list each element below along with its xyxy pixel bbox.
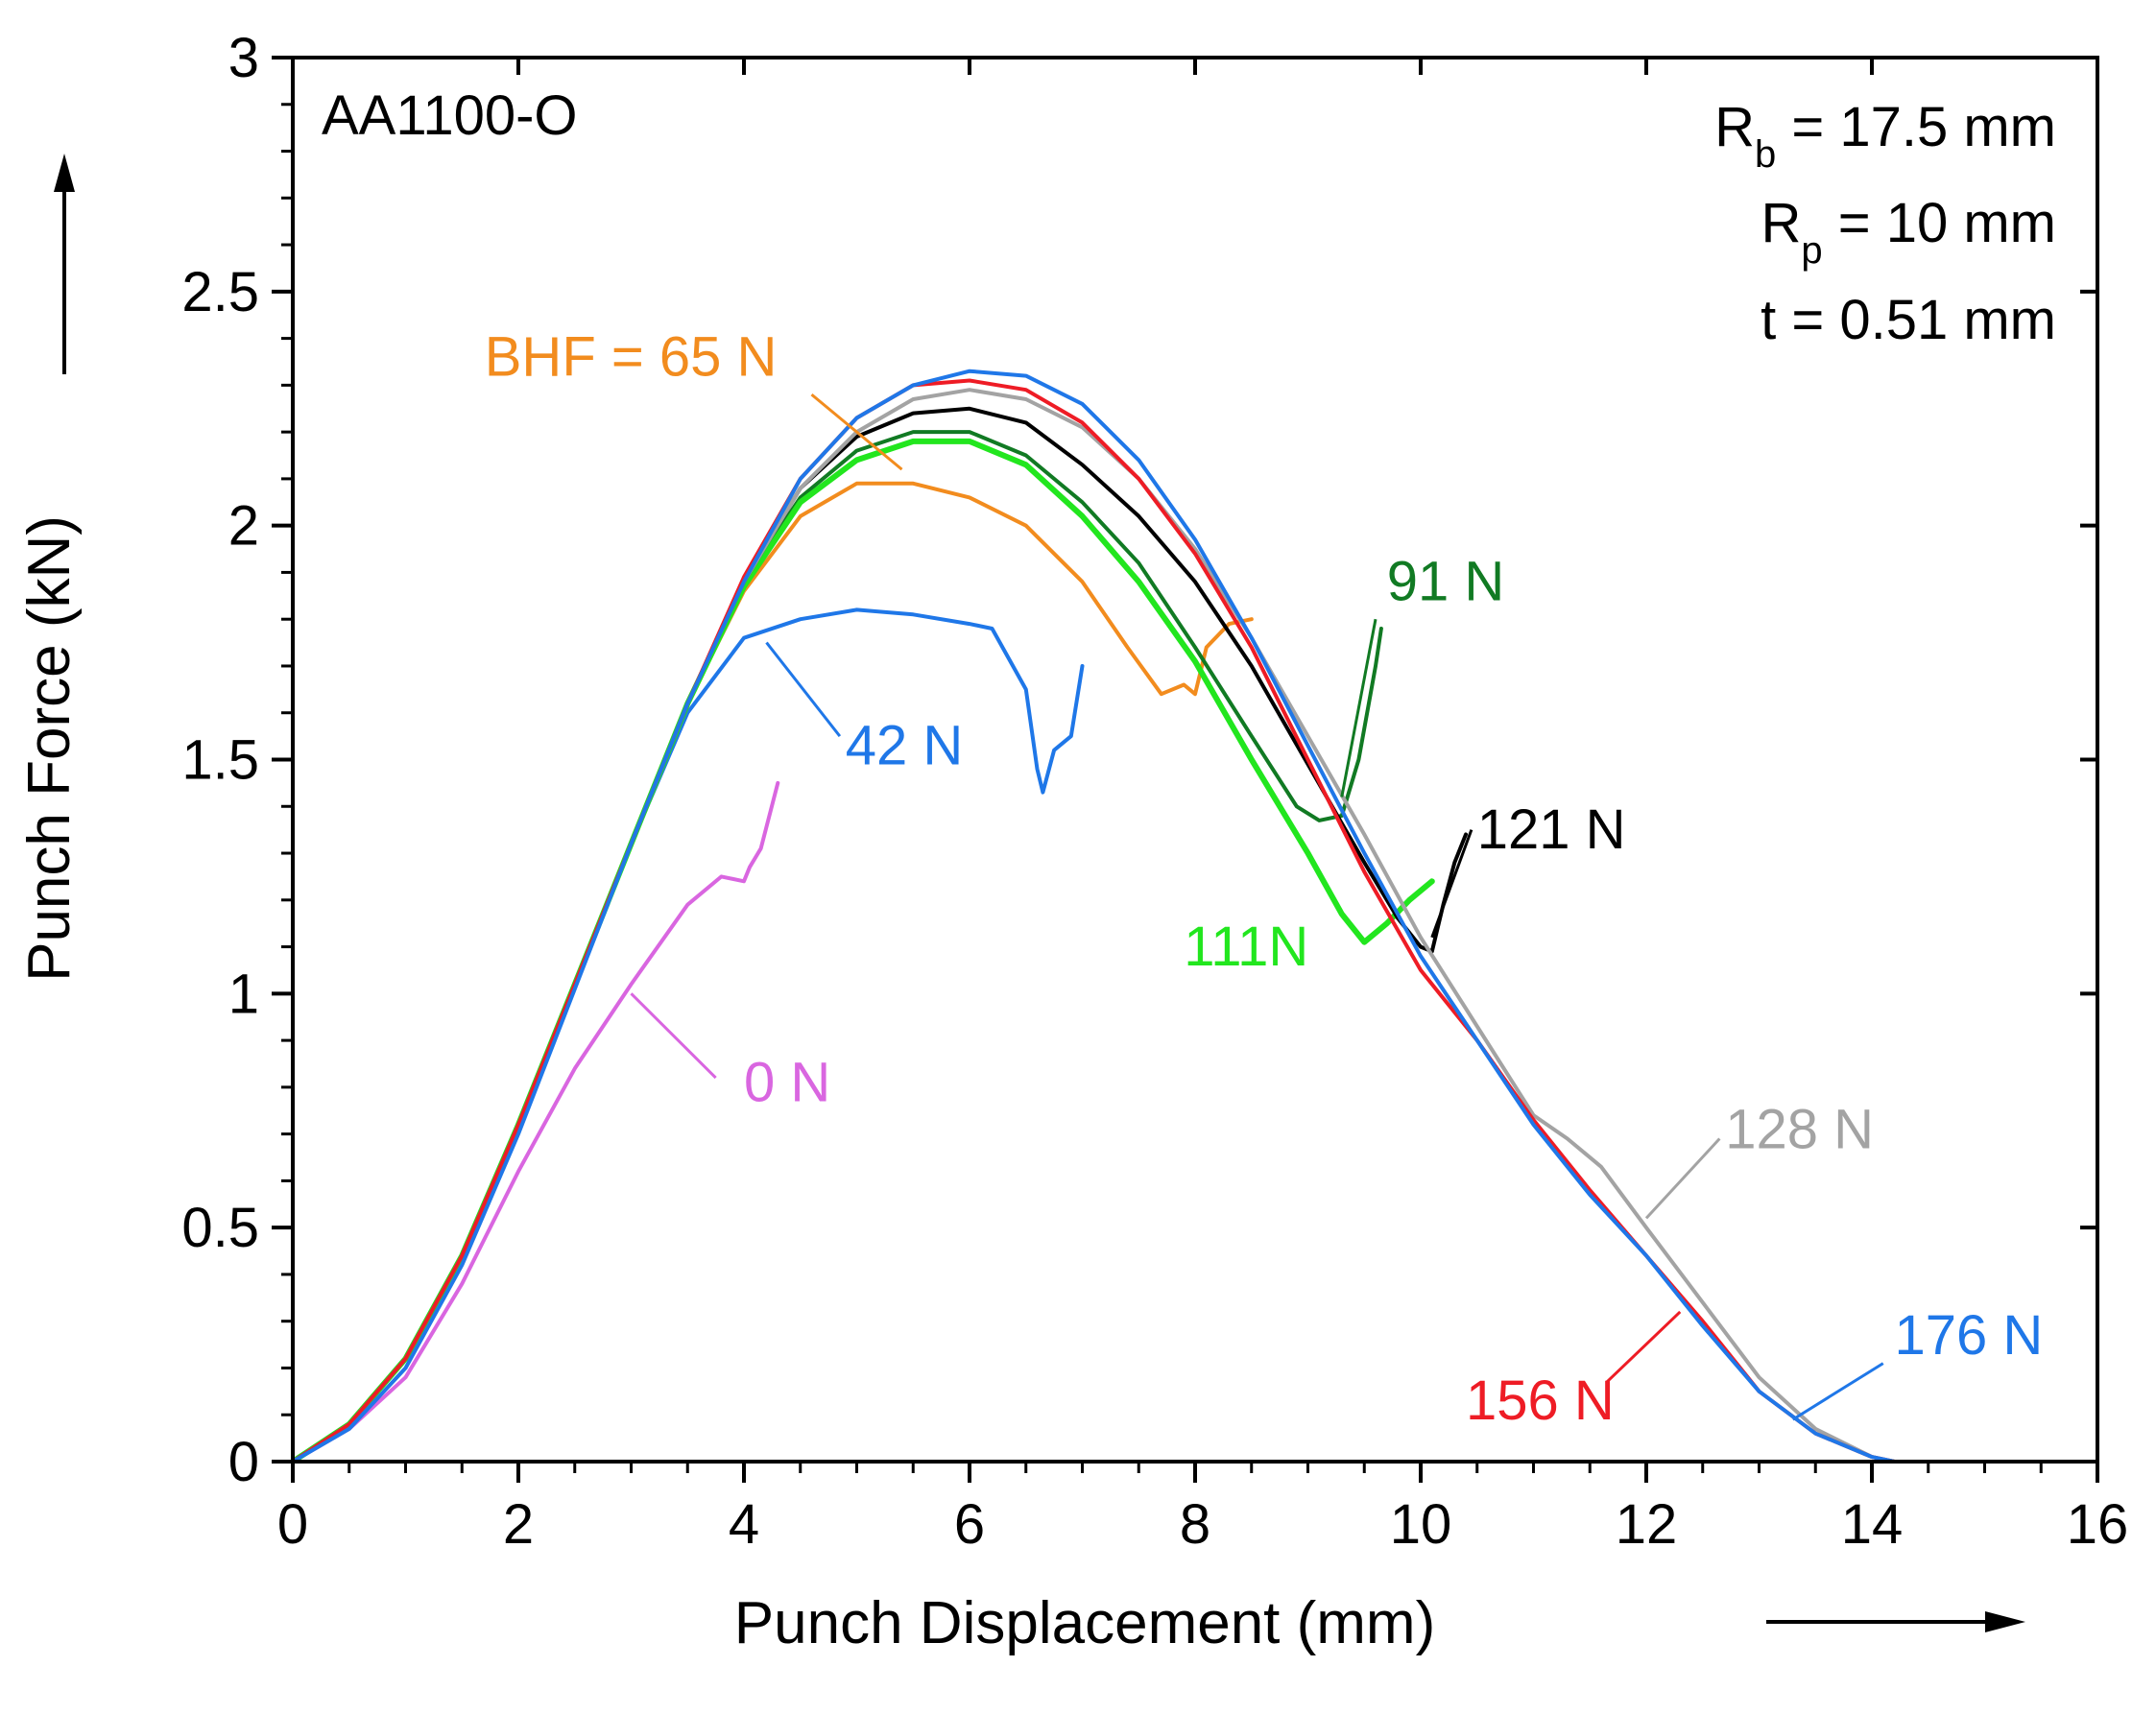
x-tick-label: 0 bbox=[277, 1493, 308, 1556]
series-label-4: 91 N bbox=[1387, 551, 1505, 613]
series-leader-6 bbox=[1430, 829, 1473, 939]
rp-symbol: R bbox=[1761, 192, 1802, 254]
series-leader-3 bbox=[810, 393, 903, 471]
rp-value: = 10 mm bbox=[1823, 192, 2056, 254]
tick-layer: 0 2 4 6 8 10 12 14 16 0 0.5 1 1.5 2 2.5 3 bbox=[181, 27, 2128, 1556]
series-leader-7 bbox=[1644, 1137, 1721, 1220]
x-tick-label: 10 bbox=[1390, 1493, 1452, 1556]
series-line-9 bbox=[291, 369, 1897, 1464]
rb-subscript: b bbox=[1755, 133, 1776, 176]
series-leader-2 bbox=[765, 641, 842, 738]
plot-frame bbox=[291, 56, 2099, 1464]
y-tick-label: 0.5 bbox=[181, 1197, 259, 1259]
series-layer bbox=[290, 369, 1897, 1464]
label-layer: 0 N 42 N BHF = 65 N 91 N 111N 121 N 128 N 156 N… bbox=[485, 326, 2044, 1432]
rb-value: = 17.5 mm bbox=[1776, 96, 2056, 158]
x-tick-label: 8 bbox=[1180, 1493, 1210, 1556]
series-line-2 bbox=[291, 607, 1085, 1464]
x-tick-label: 2 bbox=[503, 1493, 534, 1556]
series-leader-4 bbox=[1340, 618, 1377, 797]
material-label: AA1100-O bbox=[322, 84, 578, 147]
x-axis-arrow bbox=[1766, 1611, 2025, 1632]
y-tick-label: 2 bbox=[228, 495, 259, 558]
rb-symbol: R bbox=[1714, 96, 1755, 158]
y-axis-title: Punch Force (kN) bbox=[16, 515, 83, 982]
y-tick-label: 0 bbox=[228, 1431, 259, 1493]
y-axis-arrow bbox=[54, 154, 75, 374]
x-tick-label: 14 bbox=[1841, 1493, 1904, 1556]
series-label-5: 111N bbox=[1184, 916, 1308, 978]
thickness-label: t = 0.51 mm bbox=[1761, 289, 2056, 351]
y-tick-label: 3 bbox=[228, 27, 259, 89]
x-tick-label: 4 bbox=[729, 1493, 759, 1556]
x-tick-label: 6 bbox=[954, 1493, 985, 1556]
series-leader-1 bbox=[630, 992, 717, 1080]
series-label-6: 121 N bbox=[1477, 798, 1626, 861]
series-label-7: 128 N bbox=[1725, 1098, 1874, 1160]
y-tick-label: 2.5 bbox=[181, 261, 259, 323]
series-leader-9 bbox=[1791, 1362, 1884, 1421]
series-label-9: 176 N bbox=[1895, 1304, 2044, 1367]
y-tick-label: 1 bbox=[228, 963, 259, 1025]
series-line-7 bbox=[291, 388, 1897, 1464]
series-label-3: BHF = 65 N bbox=[485, 326, 778, 389]
series-line-1 bbox=[291, 780, 780, 1464]
series-leader-8 bbox=[1605, 1310, 1682, 1384]
series-label-2: 42 N bbox=[846, 714, 964, 776]
x-tick-label: 12 bbox=[1616, 1493, 1678, 1556]
series-label-8: 156 N bbox=[1466, 1369, 1615, 1432]
rp-subscript: p bbox=[1801, 229, 1822, 272]
x-tick-label: 16 bbox=[2067, 1493, 2129, 1556]
series-label-1: 0 N bbox=[744, 1051, 830, 1113]
frame-layer bbox=[291, 56, 2099, 1464]
y-tick-label: 1.5 bbox=[181, 729, 259, 792]
rp-label: Rp = 10 mm bbox=[1761, 192, 2057, 272]
x-axis-title: Punch Displacement (mm) bbox=[734, 1590, 1435, 1656]
rb-label: Rb = 17.5 mm bbox=[1714, 96, 2056, 176]
series-line-8 bbox=[291, 378, 1897, 1464]
